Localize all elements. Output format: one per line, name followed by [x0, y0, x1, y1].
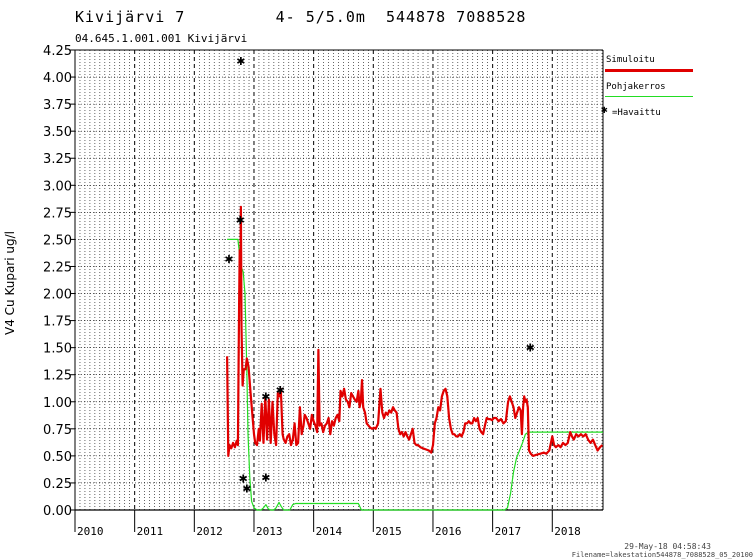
- x-tick-label: 2011: [137, 525, 164, 538]
- y-tick-label: 0.00: [43, 504, 72, 519]
- y-tick-label: 3.75: [43, 98, 72, 113]
- x-tick-label: 2013: [256, 525, 282, 538]
- y-tick-label: 4.25: [43, 44, 72, 59]
- y-tick-label: 1.25: [43, 369, 72, 384]
- x-tick-label: 2014: [316, 525, 343, 538]
- footer-filename: Filename=lakestation544878_7088528_05_20…: [571, 551, 753, 559]
- chart-title: Kivijärvi 7 4- 5/5.0m 544878 7088528: [75, 8, 527, 26]
- y-tick-label: 2.75: [43, 206, 72, 221]
- observed-points: ✱✱✱✱✱✱✱✱✱: [224, 55, 535, 496]
- y-tick-label: 0.25: [43, 477, 72, 492]
- y-tick-label: 0.50: [43, 450, 72, 465]
- observed-point: ✱: [261, 472, 270, 485]
- observed-point: ✱: [261, 390, 270, 403]
- x-tick-label: 2010: [77, 525, 104, 538]
- series-line-simuloitu: [226, 205, 604, 457]
- series-lines: [226, 205, 604, 511]
- y-tick-label: 4.00: [43, 71, 72, 86]
- y-tick-label: 3.00: [43, 179, 72, 194]
- y-tick-label: 2.50: [43, 233, 72, 248]
- y-tick-label: 1.00: [43, 396, 72, 411]
- series-line-pohjakerros: [227, 238, 603, 511]
- x-tick-labels: 2010 2011 2012 2013 2014 2015 2016 2017 2018: [77, 525, 581, 538]
- y-tick-label: 2.25: [43, 260, 72, 275]
- y-tick-label: 3.50: [43, 125, 72, 140]
- legend-simulated-swatch: [605, 69, 693, 72]
- axes: [70, 49, 604, 532]
- legend-observed-marker-icon: ✱: [601, 103, 608, 116]
- y-tick-label: 3.25: [43, 152, 72, 167]
- y-axis-label: V4 Cu Kupari ug/l: [3, 231, 17, 335]
- observed-point: ✱: [242, 482, 251, 495]
- footer-timestamp: 29-May-18 04:58:43: [624, 542, 711, 551]
- y-tick-label: 0.75: [43, 423, 72, 438]
- observed-point: ✱: [236, 214, 245, 227]
- x-tick-label: 2018: [554, 525, 581, 538]
- observed-point: ✱: [239, 473, 248, 486]
- x-tick-label: 2015: [375, 525, 402, 538]
- x-tick-label: 2012: [196, 525, 223, 538]
- legend-simulated-label: Simuloitu: [606, 55, 655, 65]
- legend-bottom-label: Pohjakerros: [606, 82, 666, 92]
- legend-bottom-swatch: [605, 96, 693, 97]
- observed-point: ✱: [224, 253, 233, 266]
- station-label: 04.645.1.001.001 Kivijärvi: [75, 32, 248, 45]
- y-tick-label: 2.00: [43, 288, 72, 303]
- y-tick-label: 1.75: [43, 315, 72, 330]
- x-tick-label: 2017: [495, 525, 521, 538]
- legend-observed-label: =Havaittu: [612, 108, 661, 118]
- y-tick-labels: 0.00 0.25 0.50 0.75 1.00 1.25 1.50 1.75 2.00 2.25…: [43, 44, 72, 519]
- x-tick-label: 2016: [435, 525, 462, 538]
- y-tick-label: 1.50: [43, 342, 72, 357]
- observed-point: ✱: [526, 342, 535, 355]
- grid: [74, 49, 603, 511]
- observed-point: ✱: [276, 384, 285, 397]
- observed-point: ✱: [236, 55, 245, 68]
